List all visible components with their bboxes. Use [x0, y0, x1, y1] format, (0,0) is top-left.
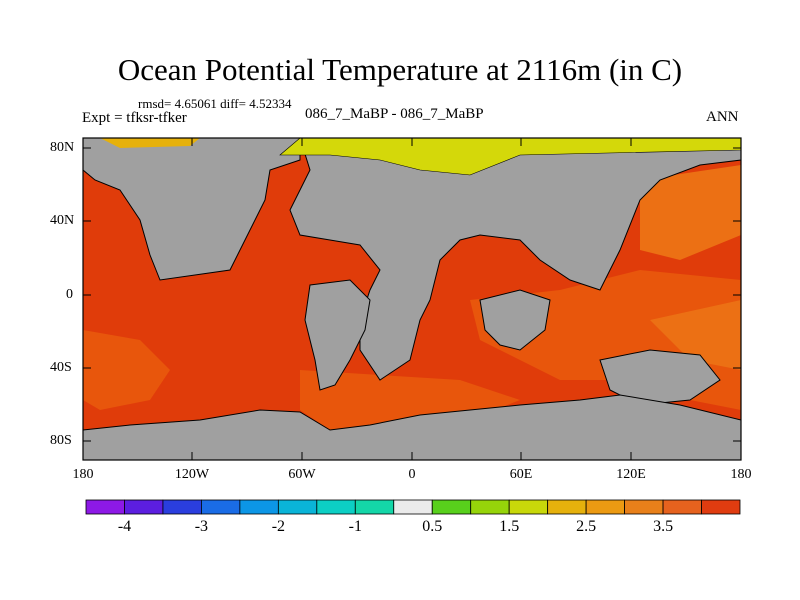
- colorbar-swatch: [585, 499, 625, 515]
- colorbar-swatch: [354, 499, 395, 515]
- colorbar-label: -1: [348, 518, 362, 535]
- colorbar-swatch: [470, 499, 510, 515]
- north-america-land: [82, 137, 301, 281]
- colorbar-label: 3.5: [653, 518, 674, 535]
- rmsd-diff-text: rmsd= 4.65061 diff= 4.52334: [138, 96, 292, 111]
- plot-title: Ocean Potential Temperature at 2116m (in…: [117, 52, 683, 87]
- colorbar-label: -3: [194, 518, 209, 535]
- lon-label-180w: 180: [72, 467, 94, 482]
- colorbar-swatch: [662, 499, 702, 515]
- lat-label-80s: 80S: [50, 433, 72, 448]
- lon-label-0: 0: [408, 467, 416, 482]
- colorbar-label: 0.5: [422, 518, 443, 535]
- colorbar-swatch: [124, 499, 164, 515]
- colorbar-swatch: [277, 499, 318, 515]
- south-america-land: [304, 279, 371, 391]
- colorbar-swatch: [393, 499, 433, 515]
- colorbar: [85, 499, 741, 515]
- lon-label-120w: 120W: [174, 467, 210, 482]
- season-label: ANN: [706, 109, 739, 125]
- lat-label-0: 0: [66, 287, 73, 302]
- colorbar-swatch: [85, 499, 125, 515]
- axis-ticks: [82, 138, 742, 460]
- south-pacific-cool-zone: [83, 330, 170, 410]
- colorbar-swatch: [201, 499, 241, 515]
- arctic-ocean-strip-west: [100, 138, 200, 148]
- lon-label-60e: 60E: [509, 467, 533, 482]
- colorbar-swatch: [316, 499, 356, 515]
- lon-label-60w: 60W: [288, 467, 316, 482]
- north-pacific-cool-zone: [640, 165, 741, 260]
- colorbar-swatch: [239, 499, 279, 515]
- colorbar-label: -4: [117, 518, 132, 535]
- lon-label-120e: 120E: [616, 467, 646, 482]
- colorbar-swatch: [508, 499, 549, 515]
- land-masses: [82, 137, 742, 461]
- colorbar-swatch: [431, 499, 472, 515]
- lon-label-180e: 180: [730, 467, 752, 482]
- australia-land: [599, 349, 721, 406]
- india-arabia-land: [479, 289, 551, 351]
- colorbar-label: -2: [271, 518, 286, 535]
- colorbar-swatch: [701, 499, 741, 515]
- eurasia-africa-land: [289, 137, 742, 381]
- experiment-label: Expt = tfksr-tfker: [82, 110, 187, 126]
- lat-label-80n: 80N: [50, 140, 75, 155]
- colorbar-swatch: [547, 499, 587, 515]
- colorbar-label: 2.5: [576, 518, 597, 535]
- colorbar-swatch: [624, 499, 664, 515]
- lat-label-40n: 40N: [50, 213, 75, 228]
- lat-label-40s: 40S: [50, 360, 72, 375]
- east-pacific-cool-zone: [650, 300, 741, 370]
- colorbar-swatch: [162, 499, 202, 515]
- case-names: 086_7_MaBP - 086_7_MaBP: [305, 106, 484, 122]
- colorbar-label: 1.5: [499, 518, 520, 535]
